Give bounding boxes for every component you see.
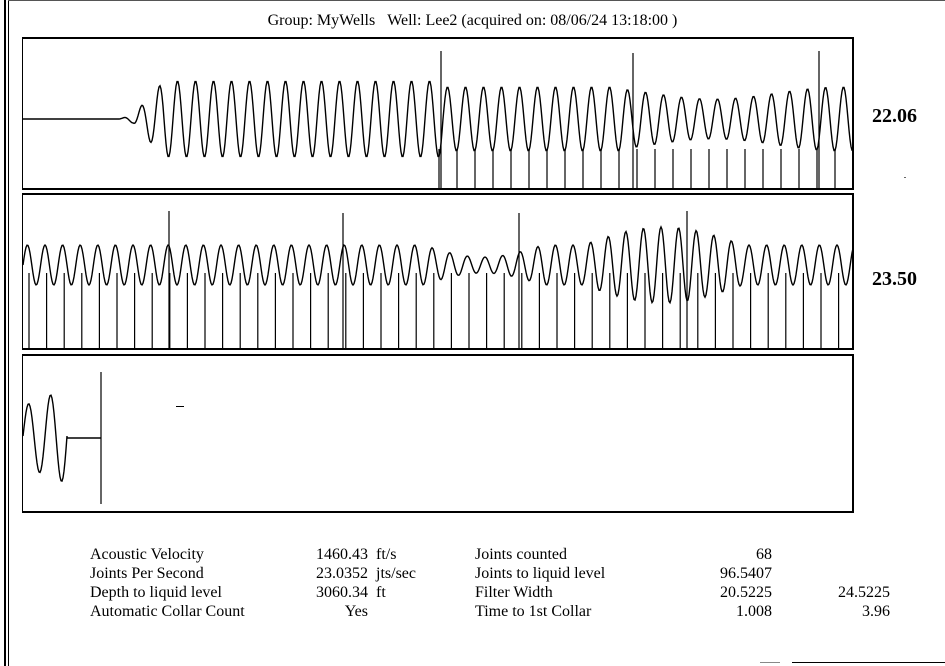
filter-width-value2: 24.5225	[838, 584, 890, 601]
bottom-border-line	[792, 662, 945, 663]
marker-dash	[176, 406, 184, 407]
joints-per-second-label: Joints Per Second	[90, 565, 204, 582]
time-to-first-collar-value2: 3.96	[862, 603, 890, 620]
acoustic-velocity-label: Acoustic Velocity	[90, 546, 204, 563]
bottom-dash	[760, 662, 780, 663]
well-label: Well: Lee2 (acquired on: 08/06/24 13:18:…	[387, 12, 678, 29]
left-values-column: 1460.43 23.0352 3060.34 Yes	[300, 546, 368, 622]
time-to-first-collar-label: Time to 1st Collar	[475, 603, 592, 620]
time-to-first-collar-value: 1.008	[736, 603, 772, 620]
joints-counted-value: 68	[756, 546, 772, 563]
group-label: Group: MyWells	[267, 12, 376, 29]
filter-width-value: 20.5225	[720, 584, 772, 601]
right-values-column: 68 96.5407 20.5225 1.008	[688, 546, 772, 622]
filter-width-label: Filter Width	[475, 584, 553, 601]
page-title: Group: MyWells Well: Lee2 (acquired on: …	[0, 12, 945, 30]
joints-to-liquid-value2	[800, 565, 890, 584]
depth-to-liquid-label: Depth to liquid level	[90, 584, 222, 601]
acoustic-velocity-value: 1460.43	[316, 546, 368, 563]
left-labels-column: Acoustic Velocity Joints Per Second Dept…	[90, 546, 245, 622]
waveform-panel-3[interactable]	[22, 354, 854, 513]
panel-2-value: 23.50	[872, 268, 917, 290]
joints-to-liquid-value: 96.5407	[720, 565, 772, 582]
marker-dot	[904, 177, 906, 178]
waveform-trace-3	[23, 372, 102, 504]
joints-counted-label: Joints counted	[475, 546, 567, 563]
panel-1-value: 22.06	[872, 105, 917, 127]
depth-to-liquid-value: 3060.34	[316, 584, 368, 601]
joints-per-second-unit: jts/sec	[376, 565, 416, 582]
depth-to-liquid-unit: ft	[376, 584, 386, 601]
automatic-collar-count-label: Automatic Collar Count	[90, 603, 245, 620]
right-labels-column: Joints counted Joints to liquid level Fi…	[475, 546, 605, 622]
left-units-column: ft/s jts/sec ft	[376, 546, 416, 622]
joints-counted-value2	[800, 546, 890, 565]
waveform-panel-1[interactable]	[22, 37, 854, 190]
automatic-collar-count-unit	[376, 603, 416, 622]
waveform-trace-1	[23, 51, 852, 188]
right-values2-column: 24.5225 3.96	[800, 546, 890, 622]
joints-to-liquid-label: Joints to liquid level	[475, 565, 606, 582]
automatic-collar-count-value: Yes	[344, 603, 368, 620]
window-top-border	[8, 0, 945, 1]
waveform-trace-2	[23, 211, 852, 348]
waveform-panel-2[interactable]	[22, 193, 854, 350]
window-left-border-inner	[8, 0, 9, 666]
joints-per-second-value: 23.0352	[316, 565, 368, 582]
window-left-border	[4, 0, 6, 666]
acoustic-velocity-unit: ft/s	[376, 546, 397, 563]
